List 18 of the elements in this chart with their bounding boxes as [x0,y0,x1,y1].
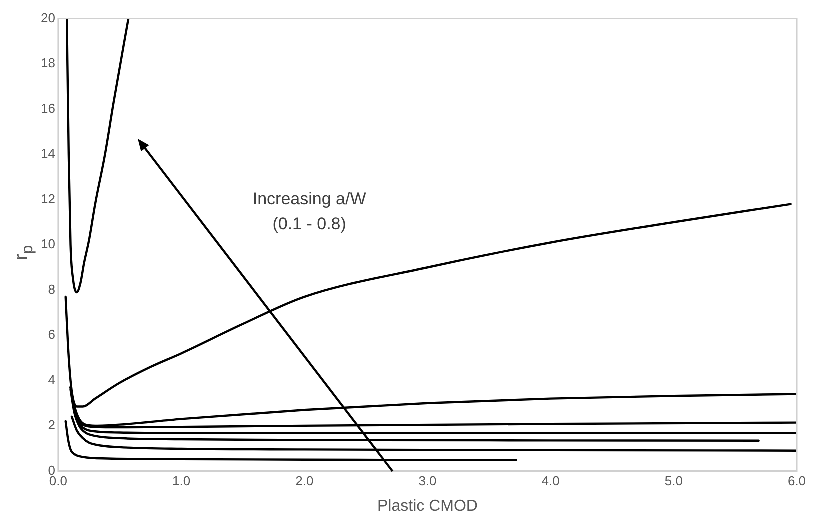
y-tick-label: 18 [40,56,56,71]
y-tick-label: 4 [48,372,56,388]
y-tick-label: 14 [40,146,56,162]
x-tick-label: 5.0 [664,474,683,489]
x-axis-title: Plastic CMOD [378,498,478,515]
x-tick-label: 6.0 [788,474,806,489]
y-tick-label: 16 [40,100,56,116]
y-tick-label: 6 [48,327,56,342]
annotation: Increasing a/W (0.1 - 0.8) [252,189,366,234]
y-tick-label: 12 [40,191,56,206]
y-tick-label: 2 [48,418,56,433]
y-tick-label: 8 [48,282,56,297]
x-tick-label: 1.0 [172,474,191,489]
y-tick-label: 10 [40,236,56,252]
y-tick-label: 20 [40,10,56,26]
x-tick-label: 3.0 [418,474,437,489]
x-tick-label: 4.0 [542,474,560,489]
x-tick-label: 2.0 [296,474,314,489]
